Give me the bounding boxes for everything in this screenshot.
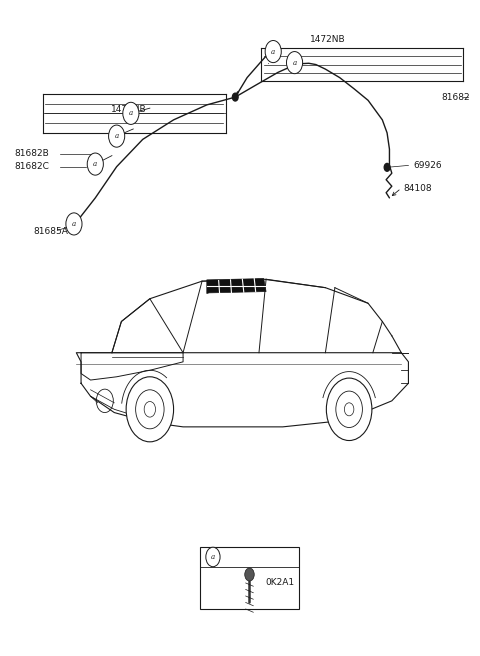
Circle shape (287, 52, 302, 73)
Circle shape (206, 547, 220, 567)
Circle shape (245, 568, 254, 581)
Text: 1472NB: 1472NB (111, 105, 146, 114)
Circle shape (384, 163, 390, 171)
Text: 81682B: 81682B (14, 149, 49, 158)
Circle shape (232, 93, 238, 101)
Circle shape (66, 213, 82, 235)
Text: 81682: 81682 (442, 92, 470, 102)
Text: a: a (292, 58, 297, 67)
Circle shape (71, 221, 77, 229)
Text: a: a (129, 110, 133, 117)
Text: 84108: 84108 (404, 184, 432, 193)
Text: a: a (271, 48, 275, 56)
Text: 1472NB: 1472NB (310, 35, 346, 44)
Circle shape (123, 102, 139, 125)
Text: a: a (211, 553, 215, 561)
Text: 69926: 69926 (413, 161, 442, 170)
Circle shape (265, 41, 281, 62)
Circle shape (326, 378, 372, 441)
Text: 0K2A1: 0K2A1 (266, 579, 295, 588)
Polygon shape (207, 279, 266, 293)
Text: a: a (72, 220, 76, 228)
Circle shape (87, 153, 103, 175)
Circle shape (108, 125, 125, 147)
Text: a: a (115, 132, 119, 140)
Text: a: a (93, 160, 97, 168)
Text: 81682C: 81682C (14, 162, 49, 171)
Text: 81685A: 81685A (34, 227, 69, 236)
Circle shape (126, 377, 174, 442)
Bar (200, 547, 300, 609)
